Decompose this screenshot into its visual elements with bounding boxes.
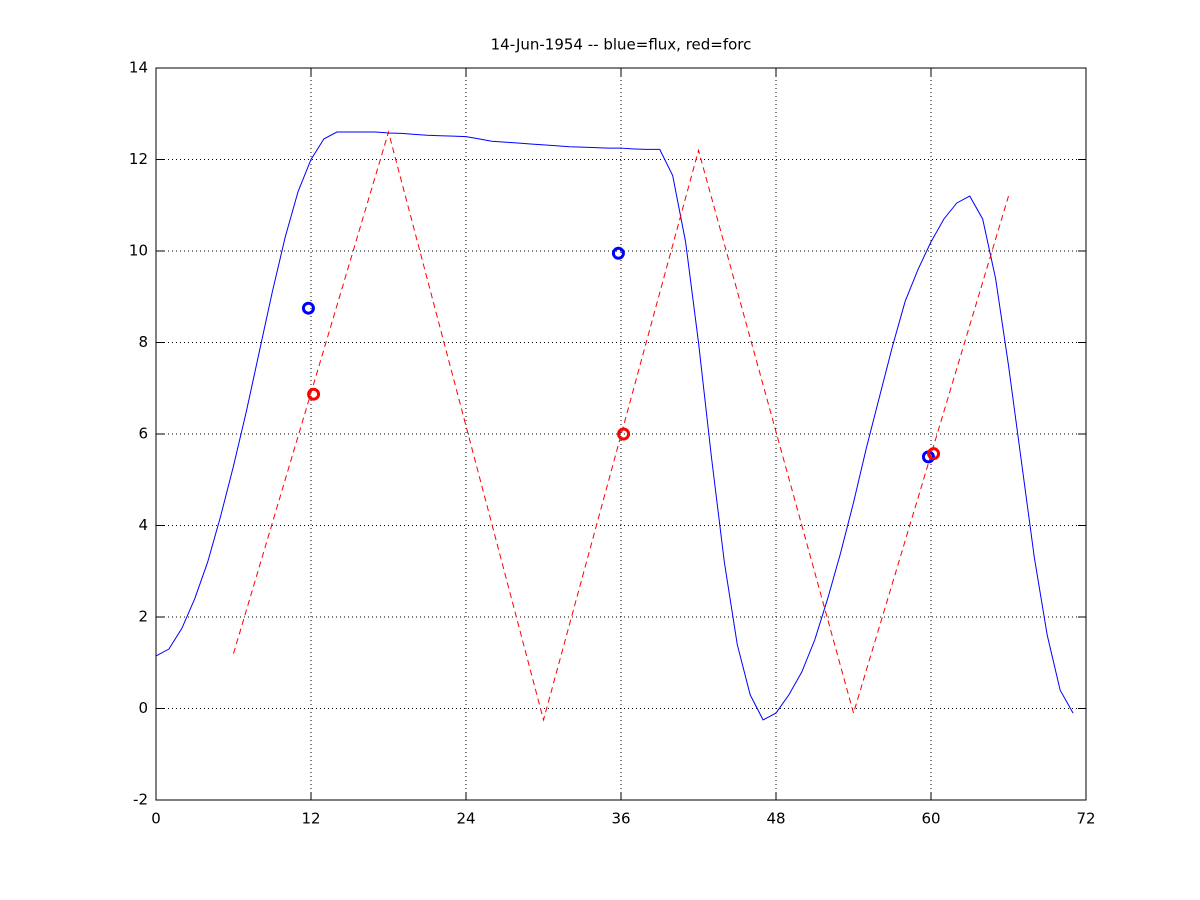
y-tick-label: 4 [138,516,148,534]
x-tick-label: 0 [151,810,161,828]
x-tick-label: 60 [921,810,940,828]
x-tick-label: 12 [301,810,320,828]
data-point [611,246,625,260]
y-tick-label: 0 [138,699,148,717]
data-point [927,447,941,461]
y-tick-label: 6 [138,425,148,443]
x-tick-label: 48 [766,810,785,828]
chart-title: 14-Jun-1954 -- blue=flux, red=forc [491,36,752,54]
data-point [617,427,631,441]
x-tick-label: 36 [611,810,630,828]
y-tick-label: 14 [129,59,148,77]
y-tick-label: 12 [129,150,148,168]
data-line [233,130,1009,722]
data-point [301,301,315,315]
x-tick-label: 72 [1076,810,1095,828]
y-tick-label: 2 [138,608,148,626]
data-line [155,131,1074,721]
plot-frame [155,67,1087,801]
y-tick-label: 10 [129,242,148,260]
x-tick-label: 24 [456,810,475,828]
y-tick-label: 8 [138,333,148,351]
data-point [307,387,321,401]
y-tick-label: -2 [133,791,148,809]
